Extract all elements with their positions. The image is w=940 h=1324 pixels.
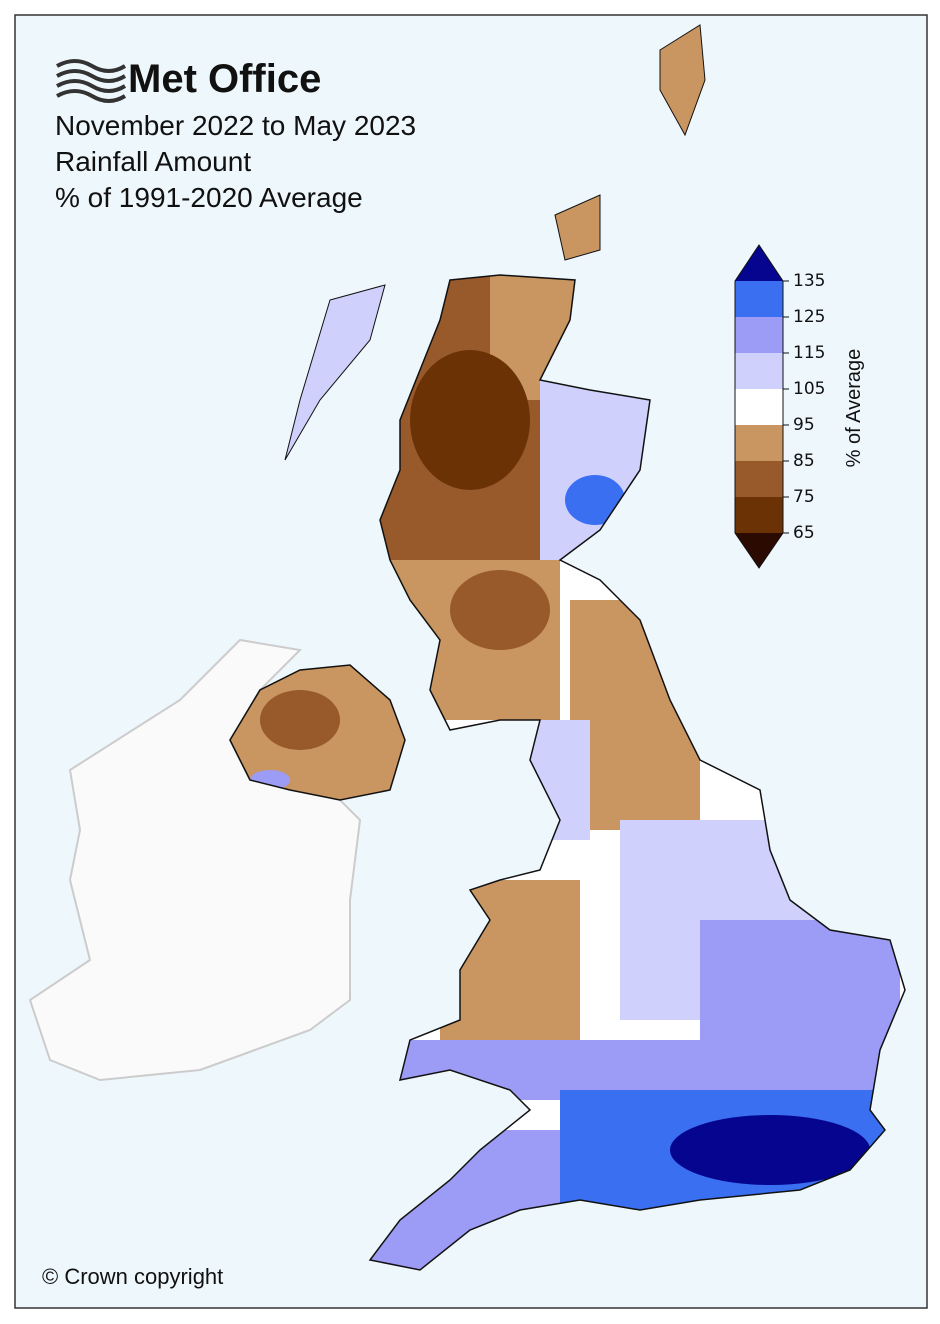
colorbar-label: % of Average (843, 349, 865, 468)
hebrides (284, 284, 386, 461)
gb-outline (368, 274, 906, 1271)
colorbar-bin (735, 353, 783, 389)
title-line: November 2022 to May 2023 (55, 110, 416, 141)
colorbar: 65 75 85 95 105 115 125 135 (734, 244, 825, 569)
ni-outline (229, 664, 406, 801)
shetland (659, 24, 706, 137)
colorbar-bin (735, 317, 783, 353)
colorbar-tick-label: 75 (793, 487, 815, 507)
colorbar-bin (735, 461, 783, 497)
colorbar-bin (735, 497, 783, 533)
ireland (28, 638, 362, 1082)
orkney (554, 194, 601, 261)
logo-text: Met Office (128, 57, 321, 101)
title-line: % of 1991-2020 Average (55, 182, 363, 213)
colorbar-tick-label: 115 (793, 343, 825, 363)
colorbar-tick-label: 65 (793, 523, 815, 543)
colorbar-tick-label: 125 (793, 307, 825, 327)
title-line: Rainfall Amount (55, 146, 251, 177)
copyright: © Crown copyright (42, 1264, 223, 1289)
logo (56, 59, 127, 103)
colorbar-tick-label: 85 (793, 451, 815, 471)
colorbar-tick-label: 135 (793, 271, 825, 291)
colorbar-tick-label: 105 (793, 379, 825, 399)
colorbar-bin (735, 281, 783, 317)
colorbar-over (735, 245, 783, 281)
colorbar-bin (735, 389, 783, 425)
colorbar-bin (735, 425, 783, 461)
colorbar-tick-label: 95 (793, 415, 815, 435)
colorbar-under (735, 533, 783, 568)
